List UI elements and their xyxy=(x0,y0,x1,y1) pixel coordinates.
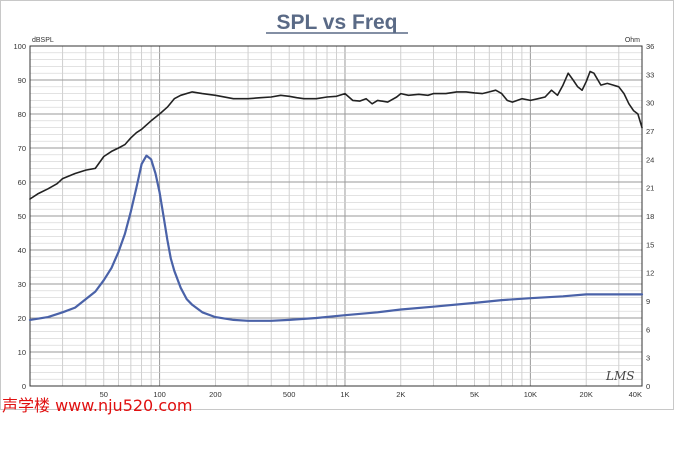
y-right-tick-label: 0 xyxy=(646,382,650,391)
y-left-tick-label: 90 xyxy=(18,76,26,85)
y-right-tick-label: 15 xyxy=(646,240,654,249)
x-tick-label: 2K xyxy=(396,390,405,399)
signature-mark: LMS xyxy=(605,369,634,383)
x-tick-label: 5K xyxy=(470,390,479,399)
y-left-tick-label: 60 xyxy=(18,178,26,187)
x-tick-label: 10K xyxy=(524,390,537,399)
y-right-tick-label: 12 xyxy=(646,269,654,278)
y-right-unit: Ohm xyxy=(625,37,640,44)
y-right-tick-label: 6 xyxy=(646,325,650,334)
impedance-curve-line xyxy=(28,154,644,322)
series-group xyxy=(28,70,644,322)
y-left-tick-label: 40 xyxy=(18,246,26,255)
x-tick-label: 1K xyxy=(340,390,349,399)
chart-title: SPL vs Freq xyxy=(277,11,398,34)
y-left-tick-label: 0 xyxy=(22,382,26,391)
y-left-unit: dBSPL xyxy=(32,37,54,44)
y-left-tick-label: 20 xyxy=(18,314,26,323)
y-right-tick-label: 33 xyxy=(646,70,654,79)
y-left-tick-label: 70 xyxy=(18,144,26,153)
x-tick-label: 20K xyxy=(580,390,593,399)
x-tick-label: 50 xyxy=(100,390,108,399)
y-right-tick-label: 27 xyxy=(646,127,654,136)
spl-curve-line xyxy=(29,70,643,200)
y-right-tick-label: 21 xyxy=(646,184,654,193)
figure-border xyxy=(0,0,674,410)
x-tick-label: 40K xyxy=(629,390,642,399)
watermark-text: 声学楼 www.nju520.com xyxy=(2,396,193,415)
y-right-tick-label: 36 xyxy=(646,42,654,51)
x-tick-label: 100 xyxy=(153,390,166,399)
x-tick-label: 200 xyxy=(209,390,222,399)
grid xyxy=(29,45,643,387)
y-left-axis: 0 10 20 30 40 50 60 70 80 90 100 xyxy=(13,42,26,391)
plot-area-border xyxy=(29,45,643,387)
y-left-tick-label: 100 xyxy=(13,42,26,51)
y-right-tick-label: 9 xyxy=(646,297,650,306)
y-left-tick-label: 30 xyxy=(18,280,26,289)
y-right-tick-label: 3 xyxy=(646,354,650,363)
y-right-tick-label: 24 xyxy=(646,155,654,164)
y-left-tick-label: 80 xyxy=(18,110,26,119)
x-tick-label: 500 xyxy=(283,390,296,399)
y-left-tick-label: 50 xyxy=(18,212,26,221)
x-axis: 50 100 200 500 1K 2K 5K 10K 20K 40K xyxy=(100,390,642,399)
y-right-tick-label: 18 xyxy=(646,212,654,221)
y-left-tick-label: 10 xyxy=(18,348,26,357)
y-right-tick-label: 30 xyxy=(646,99,654,108)
